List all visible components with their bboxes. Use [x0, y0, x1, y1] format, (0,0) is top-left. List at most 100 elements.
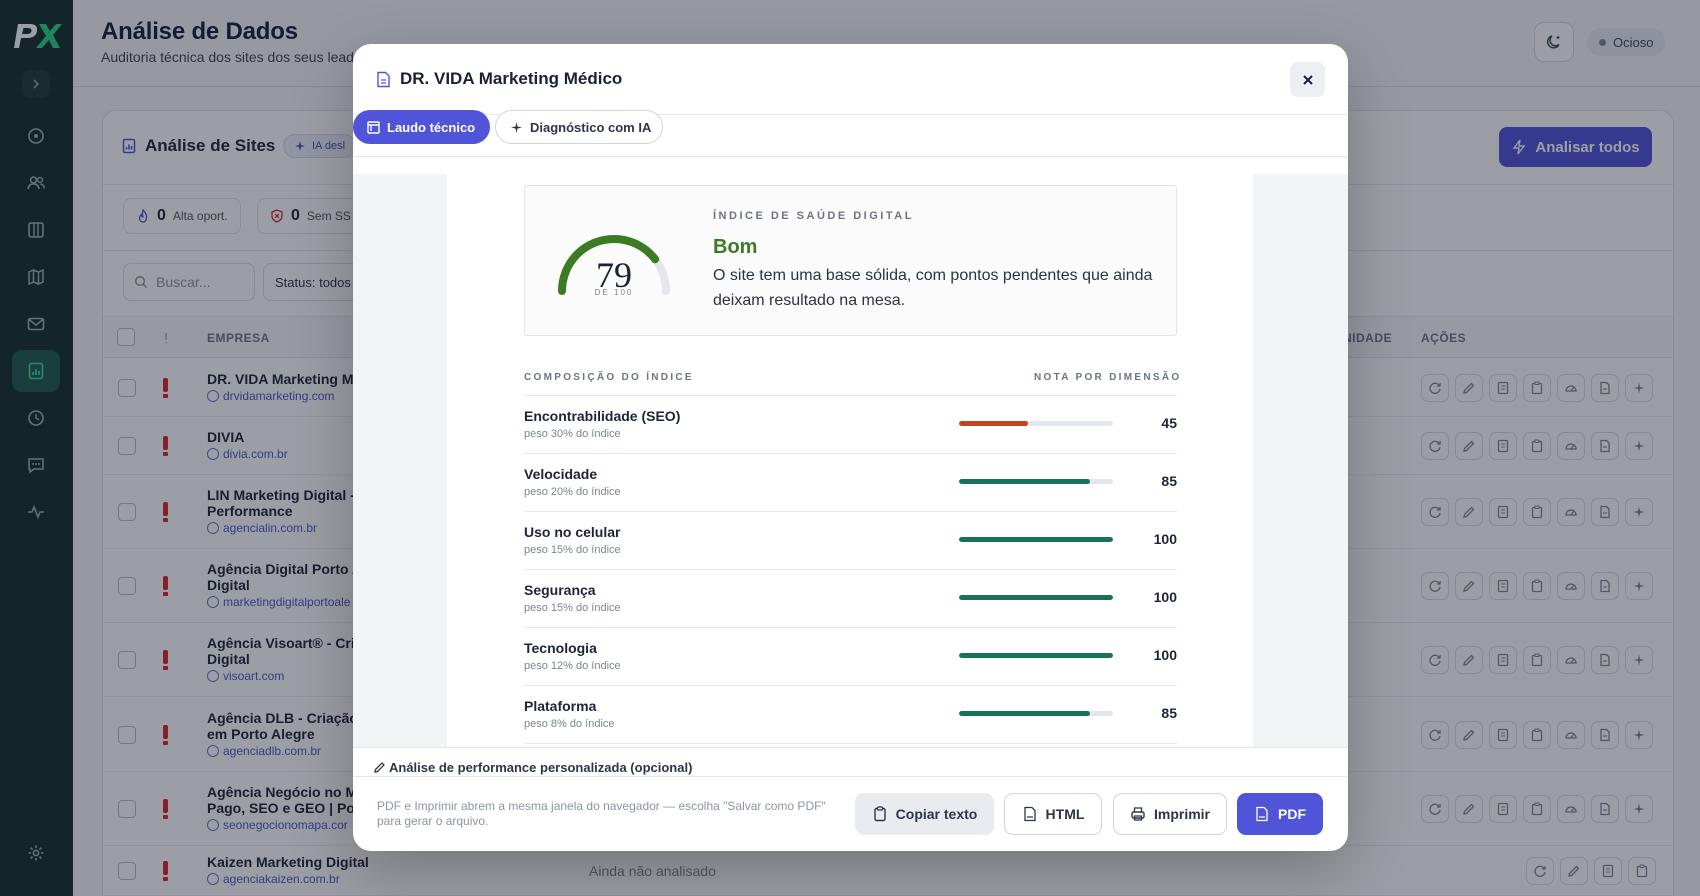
- company-url-link[interactable]: agenciakaizen.com.br: [207, 872, 340, 886]
- company-url-link[interactable]: agencialin.com.br: [207, 521, 317, 535]
- nav-item-campaigns[interactable]: [12, 303, 60, 345]
- row-checkbox[interactable]: [118, 503, 136, 521]
- gauge-action-button[interactable]: [1557, 646, 1585, 674]
- company-url-link[interactable]: agenciadlb.com.br: [207, 744, 321, 758]
- refresh-action-button[interactable]: [1421, 374, 1449, 402]
- row-checkbox[interactable]: [118, 862, 136, 880]
- document-action-button[interactable]: [1591, 498, 1619, 526]
- theme-toggle-button[interactable]: [1534, 22, 1574, 62]
- document-action-button[interactable]: [1591, 646, 1619, 674]
- tab-technical-report[interactable]: Laudo técnico: [353, 110, 490, 144]
- table-row[interactable]: LIN Marketing Digital - Performance agenc…: [103, 475, 1673, 549]
- pencil-action-button[interactable]: [1455, 720, 1483, 749]
- sparkle-action-button[interactable]: [1625, 498, 1653, 526]
- row-checkbox[interactable]: [118, 651, 136, 669]
- sparkle-action-button[interactable]: [1625, 572, 1653, 600]
- analyze-all-button[interactable]: Analisar todos: [1499, 127, 1652, 167]
- gauge-action-button[interactable]: [1557, 795, 1585, 823]
- app-logo[interactable]: [12, 22, 62, 50]
- refresh-action-button[interactable]: [1421, 646, 1449, 674]
- report-action-button[interactable]: [1489, 720, 1517, 749]
- tab-ai-diagnosis[interactable]: Diagnóstico com IA: [495, 110, 663, 144]
- document-action-button[interactable]: [1591, 795, 1619, 823]
- nav-item-history[interactable]: [12, 397, 60, 439]
- close-button[interactable]: [1290, 62, 1325, 97]
- copy-text-button[interactable]: Copiar texto: [855, 793, 994, 835]
- company-url-link[interactable]: seonegocionomapa.cor: [207, 818, 348, 832]
- sparkle-action-button[interactable]: [1625, 646, 1653, 674]
- nav-item-messages[interactable]: [12, 444, 60, 486]
- clipboard-action-button[interactable]: [1628, 857, 1656, 885]
- sparkle-action-button[interactable]: [1625, 795, 1653, 823]
- print-button[interactable]: Imprimir: [1113, 793, 1227, 835]
- document-action-button[interactable]: [1591, 374, 1619, 402]
- row-checkbox[interactable]: [118, 437, 136, 455]
- html-export-button[interactable]: HTML: [1004, 793, 1102, 835]
- clipboard-action-button[interactable]: [1523, 374, 1551, 402]
- report-action-button[interactable]: [1489, 432, 1517, 460]
- performance-section[interactable]: [353, 747, 1348, 777]
- pencil-action-button[interactable]: [1455, 795, 1483, 823]
- refresh-action-button[interactable]: [1421, 432, 1449, 460]
- pdf-export-button[interactable]: PDF: [1237, 793, 1323, 835]
- document-action-button[interactable]: [1591, 572, 1619, 600]
- sparkle-action-button[interactable]: [1625, 374, 1653, 402]
- sparkle-action-button[interactable]: [1625, 432, 1653, 460]
- report-action-button[interactable]: [1489, 374, 1517, 402]
- clipboard-action-button[interactable]: [1523, 646, 1551, 674]
- refresh-action-button[interactable]: [1421, 498, 1449, 526]
- pencil-action-button[interactable]: [1455, 374, 1483, 402]
- gauge-action-button[interactable]: [1557, 432, 1585, 460]
- clipboard-action-button[interactable]: [1523, 498, 1551, 526]
- gauge-action-button[interactable]: [1557, 720, 1585, 749]
- select-all-checkbox[interactable]: [117, 328, 135, 346]
- clipboard-action-button[interactable]: [1523, 572, 1551, 600]
- stat-no-ssl[interactable]: 0 Sem SS: [257, 198, 364, 234]
- report-action-button[interactable]: [1489, 572, 1517, 600]
- pencil-action-button[interactable]: [1455, 432, 1483, 460]
- document-action-button[interactable]: [1591, 432, 1619, 460]
- document-action-button[interactable]: [1591, 720, 1619, 749]
- report-action-button[interactable]: [1594, 857, 1622, 885]
- nav-item-settings[interactable]: [12, 832, 60, 874]
- row-checkbox[interactable]: [118, 725, 136, 744]
- search-input[interactable]: Buscar...: [123, 263, 255, 301]
- nav-item-leads[interactable]: [12, 162, 60, 204]
- pencil-action-button[interactable]: [1560, 857, 1588, 885]
- nav-item-activity[interactable]: [12, 491, 60, 533]
- company-url-link[interactable]: visoart.com: [207, 669, 284, 683]
- pencil-action-button[interactable]: [1455, 498, 1483, 526]
- nav-item-map[interactable]: [12, 256, 60, 298]
- copy-text-label: Copiar texto: [895, 806, 978, 822]
- nav-item-data-analysis[interactable]: [12, 350, 60, 392]
- company-url-link[interactable]: divia.com.br: [207, 447, 288, 461]
- nav-item-prospect[interactable]: [12, 115, 60, 157]
- row-checkbox[interactable]: [118, 577, 136, 595]
- refresh-action-button[interactable]: [1526, 857, 1554, 885]
- row-checkbox[interactable]: [118, 800, 136, 818]
- report-action-button[interactable]: [1489, 795, 1517, 823]
- clipboard-action-button[interactable]: [1523, 720, 1551, 749]
- refresh-action-button[interactable]: [1421, 720, 1449, 749]
- report-action-button[interactable]: [1489, 498, 1517, 526]
- gauge-action-button[interactable]: [1557, 374, 1585, 402]
- refresh-action-button[interactable]: [1421, 572, 1449, 600]
- stat-high-opportunity[interactable]: 0 Alta oport.: [123, 198, 241, 234]
- sparkle-action-button[interactable]: [1625, 720, 1653, 749]
- row-checkbox[interactable]: [118, 379, 136, 397]
- gauge-action-button[interactable]: [1557, 572, 1585, 600]
- column-header-company[interactable]: EMPRESA: [207, 331, 270, 345]
- clipboard-action-button[interactable]: [1523, 795, 1551, 823]
- sidebar-collapse-button[interactable]: [22, 70, 50, 98]
- pencil-action-button[interactable]: [1455, 646, 1483, 674]
- ai-status-badge[interactable]: IA desl: [283, 134, 357, 158]
- refresh-action-button[interactable]: [1421, 795, 1449, 823]
- nav-item-pipeline[interactable]: [12, 209, 60, 251]
- pencil-action-button[interactable]: [1455, 572, 1483, 600]
- company-url-link[interactable]: marketingdigitalportoale: [207, 595, 350, 609]
- column-header-opportunity[interactable]: NIDADE: [1343, 331, 1393, 345]
- company-url-link[interactable]: drvidamarketing.com: [207, 389, 334, 403]
- clipboard-action-button[interactable]: [1523, 432, 1551, 460]
- gauge-action-button[interactable]: [1557, 498, 1585, 526]
- report-action-button[interactable]: [1489, 646, 1517, 674]
